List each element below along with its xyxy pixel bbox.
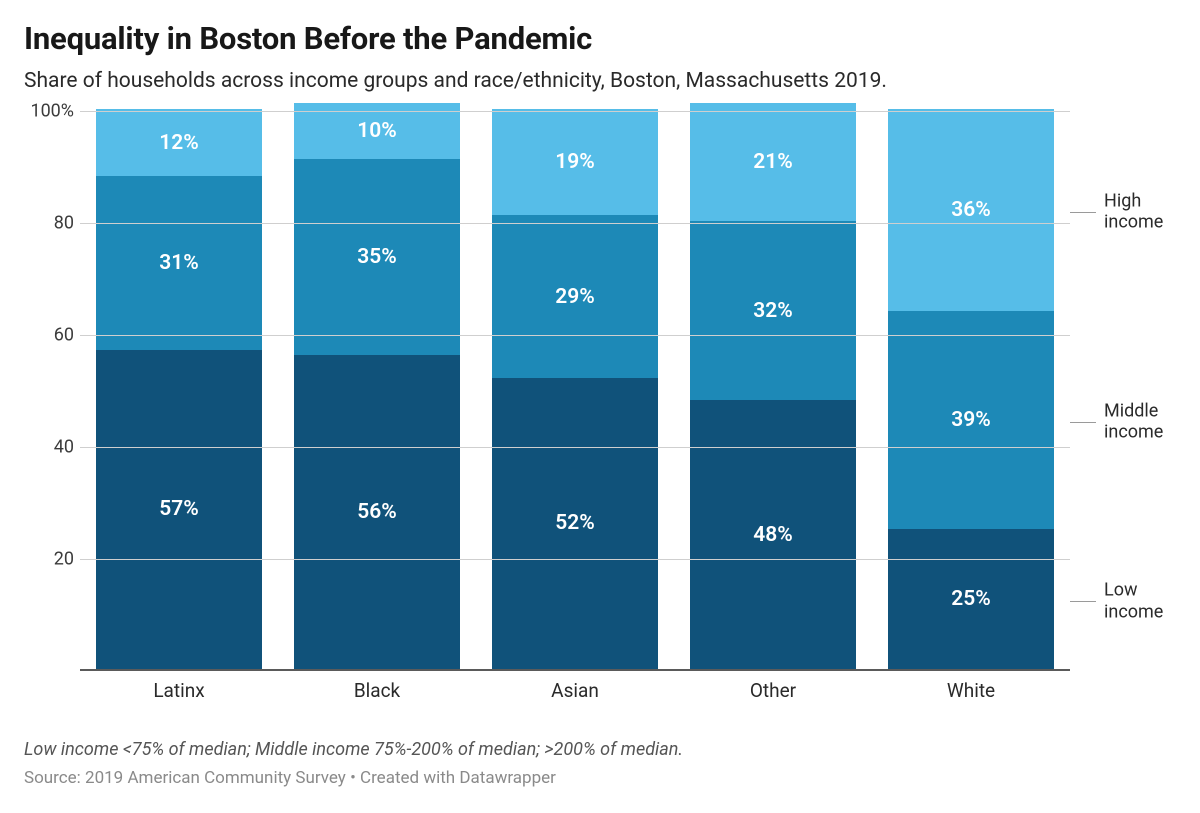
bar: 19% 29% 52% xyxy=(492,109,658,669)
y-tick-label: 20 xyxy=(54,549,74,570)
series-connector xyxy=(1070,601,1096,602)
bar-slot: 19% 29% 52% xyxy=(476,111,674,669)
bar-segment-high: 19% xyxy=(492,109,658,215)
bar-segment-high: 12% xyxy=(96,109,262,176)
chart-source: Source: 2019 American Community Survey •… xyxy=(24,768,1180,788)
bar-value-label: 21% xyxy=(753,150,793,174)
series-label-low: Low income xyxy=(1104,579,1163,622)
bar-slot: 10% 35% 56% xyxy=(278,111,476,669)
y-tick-label: 100% xyxy=(30,101,74,122)
series-connector xyxy=(1070,422,1096,423)
x-tick-label: Latinx xyxy=(80,679,278,702)
bar-value-label: 10% xyxy=(357,119,397,143)
series-labels: Low income Middle income High income xyxy=(1070,111,1180,671)
bar: 12% 31% 57% xyxy=(96,109,262,669)
bar-value-label: 56% xyxy=(357,500,397,524)
bar-value-label: 29% xyxy=(555,285,595,309)
bar-value-label: 48% xyxy=(753,523,793,547)
series-label-middle: Middle income xyxy=(1104,400,1163,443)
bar-segment-low: 52% xyxy=(492,378,658,669)
gridline xyxy=(80,335,1070,336)
bar-value-label: 35% xyxy=(357,245,397,269)
x-axis-labels: LatinxBlackAsianOtherWhite xyxy=(80,679,1070,702)
chart-area: 20406080100% 12%31%57%10%35%56%19%29%52%… xyxy=(24,111,1180,731)
gridline xyxy=(80,223,1070,224)
chart-title: Inequality in Boston Before the Pandemic xyxy=(24,20,1180,57)
y-axis: 20406080100% xyxy=(24,111,80,671)
x-tick-label: White xyxy=(872,679,1070,702)
plot-region: 12%31%57%10%35%56%19%29%52%21%32%48%36%3… xyxy=(80,111,1070,671)
bar-slot: 21% 32% 48% xyxy=(674,111,872,669)
bar-segment-middle: 39% xyxy=(888,311,1054,529)
bar-value-label: 31% xyxy=(159,251,199,275)
gridline xyxy=(80,559,1070,560)
bar-segment-middle: 32% xyxy=(690,221,856,400)
bar-segment-middle: 29% xyxy=(492,215,658,377)
bar-segment-low: 25% xyxy=(888,529,1054,669)
bar-value-label: 36% xyxy=(951,198,991,222)
bar-slot: 12% 31% 57% xyxy=(80,111,278,669)
bar-segment-middle: 31% xyxy=(96,176,262,350)
bar-segment-middle: 35% xyxy=(294,159,460,355)
bar-value-label: 57% xyxy=(159,497,199,521)
bar-slot: 36% 39% 25% xyxy=(872,111,1070,669)
x-tick-label: Black xyxy=(278,679,476,702)
bar-segment-low: 57% xyxy=(96,350,262,669)
series-label-high: High income xyxy=(1104,190,1163,233)
bar: 21% 32% 48% xyxy=(690,103,856,669)
bar-value-label: 39% xyxy=(951,408,991,432)
bars-container: 12%31%57%10%35%56%19%29%52%21%32%48%36%3… xyxy=(80,111,1070,669)
y-tick-label: 40 xyxy=(54,437,74,458)
bar: 36% 39% 25% xyxy=(888,109,1054,669)
bar-value-label: 32% xyxy=(753,299,793,323)
chart-subtitle: Share of households across income groups… xyxy=(24,69,1180,93)
bar: 10% 35% 56% xyxy=(294,103,460,669)
x-tick-label: Other xyxy=(674,679,872,702)
gridline xyxy=(80,111,1070,112)
chart-footnote: Low income <75% of median; Middle income… xyxy=(24,739,1180,760)
bar-value-label: 52% xyxy=(555,511,595,535)
bar-value-label: 19% xyxy=(555,150,595,174)
bar-segment-high: 36% xyxy=(888,109,1054,311)
bar-value-label: 12% xyxy=(159,131,199,155)
bar-segment-high: 21% xyxy=(690,103,856,221)
series-connector xyxy=(1070,212,1096,213)
y-tick-label: 60 xyxy=(54,325,74,346)
y-tick-label: 80 xyxy=(54,213,74,234)
bar-segment-low: 48% xyxy=(690,400,856,669)
bar-value-label: 25% xyxy=(951,587,991,611)
x-tick-label: Asian xyxy=(476,679,674,702)
bar-segment-low: 56% xyxy=(294,355,460,669)
gridline xyxy=(80,447,1070,448)
